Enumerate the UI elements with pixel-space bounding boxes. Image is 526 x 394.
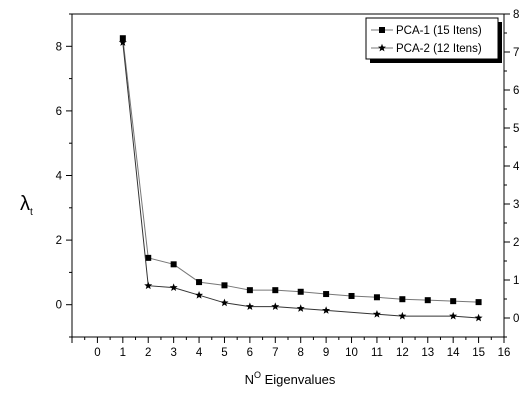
x-tick-label: 13 (421, 347, 434, 359)
x-tick-label: 3 (170, 347, 176, 359)
left-y-tick-label: 8 (56, 41, 62, 53)
series-line-2 (122, 42, 479, 319)
right-y-tick-label: 1 (513, 275, 519, 287)
right-y-tick-label: 6 (513, 85, 519, 97)
data-point-pca2 (144, 281, 153, 290)
x-tick-label: 1 (120, 347, 126, 359)
data-point-pca1 (246, 287, 253, 294)
data-point-pca2 (296, 304, 305, 312)
data-point-pca1 (373, 294, 380, 301)
x-tick-label: 6 (247, 347, 253, 359)
data-point-pca1 (196, 279, 203, 286)
x-tick-label: 4 (196, 347, 203, 359)
right-y-tick-label: 7 (513, 47, 519, 59)
legend-marker-star (378, 43, 386, 52)
data-point-pca1 (348, 292, 355, 299)
data-point-pca2 (322, 306, 331, 314)
x-tick-label: 8 (298, 347, 304, 359)
left-y-tick-label: 0 (56, 300, 62, 312)
data-point-pca2 (372, 310, 381, 318)
data-point-pca2 (220, 298, 229, 307)
right-y-tick-label: 0 (513, 313, 519, 325)
data-point-pca2 (271, 302, 280, 310)
x-tick-label: 0 (94, 347, 100, 359)
x-tick-label: 5 (221, 347, 227, 359)
data-point-pca1 (475, 299, 482, 306)
data-point-pca1 (221, 282, 228, 289)
y-axis-title: λt (20, 193, 33, 218)
data-point-pca1 (145, 254, 152, 261)
right-axis-ticks: 0 1 2 3 4 5 6 7 8 (504, 9, 520, 338)
data-point-pca1 (450, 298, 457, 305)
left-axis-ticks: 0 2 4 6 8 (56, 13, 72, 338)
left-y-tick-label: 6 (56, 106, 62, 118)
data-point-pca2 (195, 291, 204, 299)
series-layer (118, 35, 483, 322)
data-point-pca2 (474, 313, 483, 322)
data-point-pca2 (449, 311, 458, 320)
data-point-pca1 (119, 35, 126, 42)
data-point-pca1 (272, 287, 279, 294)
x-tick-label: 12 (396, 347, 409, 359)
legend-box (365, 17, 499, 60)
right-y-tick-label: 2 (513, 237, 519, 249)
data-point-pca2 (398, 311, 407, 320)
x-tick-label: 11 (371, 347, 383, 359)
x-tick-label: 15 (472, 347, 485, 359)
x-tick-label: 10 (345, 347, 358, 359)
data-point-pca2 (245, 302, 254, 310)
legend: PCA-1 (15 Itens) PCA-2 (12 Itens) (365, 17, 502, 63)
x-tick-label: 16 (498, 347, 511, 359)
data-point-pca2 (118, 38, 127, 46)
legend-label-pca1: PCA-1 (15 Itens) (396, 25, 482, 37)
right-y-tick-label: 5 (513, 123, 519, 135)
right-y-tick-label: 8 (513, 9, 519, 21)
legend-label-pca2: PCA-2 (12 Itens) (396, 43, 482, 55)
data-point-pca1 (399, 296, 406, 303)
data-point-pca1 (424, 297, 431, 304)
x-tick-label: 7 (272, 347, 278, 359)
x-tick-label: 14 (447, 347, 460, 359)
legend-marker-square (379, 27, 385, 33)
data-point-pca1 (323, 291, 330, 298)
x-tick-label: 9 (323, 347, 329, 359)
x-axis-title: NO Eigenvalues (245, 370, 336, 387)
x-tick-label: 2 (145, 347, 151, 359)
data-point-pca1 (170, 261, 177, 268)
right-y-tick-label: 3 (513, 199, 519, 211)
data-point-pca1 (297, 288, 304, 295)
right-y-tick-label: 4 (513, 161, 520, 173)
left-y-tick-label: 2 (56, 235, 62, 247)
left-y-tick-label: 4 (56, 171, 63, 183)
data-point-pca2 (169, 283, 178, 291)
x-axis-ticks: 0 1 2 3 4 5 6 7 8 9 10 11 12 13 14 15 16 (71, 337, 511, 359)
